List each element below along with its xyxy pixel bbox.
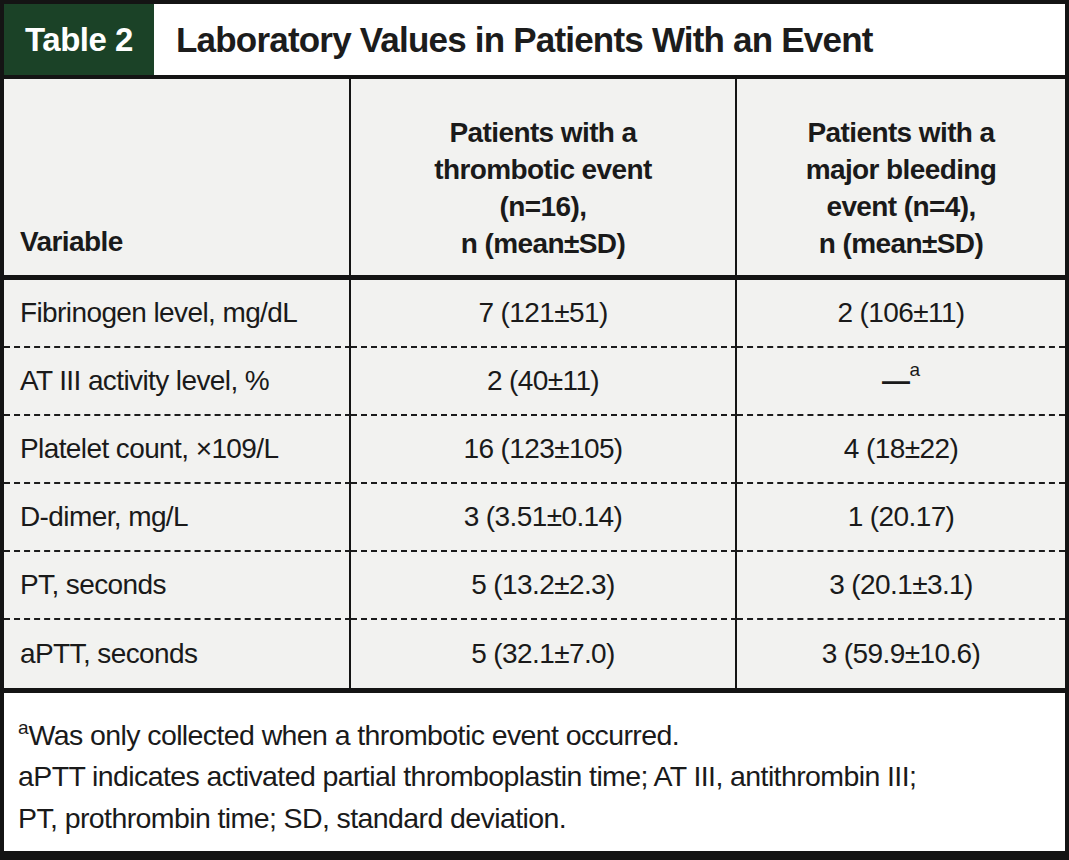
column-header-thrombotic-event: Patients with a thrombotic event (n=16),…: [351, 79, 737, 275]
table-row-platelet-count: Platelet count, ×109/L 16 (123±105) 4 (1…: [4, 416, 1065, 484]
abbreviations-note: aPTT indicates activated partial thrombo…: [18, 756, 1047, 839]
cell-thrombotic-value: 3 (3.51±0.14): [351, 484, 737, 552]
table-title: Laboratory Values in Patients With an Ev…: [154, 4, 1065, 75]
table-row-pt: PT, seconds 5 (13.2±2.3) 3 (20.1±3.1): [4, 552, 1065, 620]
lab-values-table: Variable Patients with a thrombotic even…: [4, 75, 1065, 693]
cell-thrombotic-value: 2 (40±11): [351, 348, 737, 416]
cell-thrombotic-value: 5 (32.1±7.0): [351, 620, 737, 688]
cell-thrombotic-value: 16 (123±105): [351, 416, 737, 484]
footnotes-block: aWas only collected when a thrombotic ev…: [4, 693, 1065, 851]
cell-bleeding-value: 4 (18±22): [737, 416, 1065, 484]
column-header-variable: Variable: [4, 79, 351, 275]
table-number-badge: Table 2: [4, 4, 154, 75]
table-title-text: Laboratory Values in Patients With an Ev…: [176, 20, 873, 60]
cell-bleeding-value: 1 (20.17): [737, 484, 1065, 552]
column-header-major-bleeding-event: Patients with a major bleeding event (n=…: [737, 79, 1065, 275]
cell-variable: aPTT, seconds: [4, 620, 351, 688]
footnote-a-marker: a: [18, 717, 29, 738]
table-row-d-dimer: D-dimer, mg/L 3 (3.51±0.14) 1 (20.17): [4, 484, 1065, 552]
cell-bleeding-value: 2 (106±11): [737, 280, 1065, 348]
table-row-at-iii-activity: AT III activity level, % 2 (40±11) —a: [4, 348, 1065, 416]
footnote-a-marker: a: [909, 359, 920, 381]
cell-variable: D-dimer, mg/L: [4, 484, 351, 552]
table-row-fibrinogen: Fibrinogen level, mg/dL 7 (121±51) 2 (10…: [4, 280, 1065, 348]
footnote-a-text: Was only collected when a thrombotic eve…: [29, 719, 680, 751]
title-strip: Table 2 Laboratory Values in Patients Wi…: [4, 4, 1065, 75]
cell-variable: PT, seconds: [4, 552, 351, 620]
table-header-row: Variable Patients with a thrombotic even…: [4, 79, 1065, 280]
table-number-label: Table 2: [25, 21, 133, 59]
cell-variable: Platelet count, ×109/L: [4, 416, 351, 484]
table-row-aptt: aPTT, seconds 5 (32.1±7.0) 3 (59.9±10.6): [4, 620, 1065, 688]
cell-variable: AT III activity level, %: [4, 348, 351, 416]
cell-bleeding-value: —a: [737, 348, 1065, 416]
cell-thrombotic-value: 5 (13.2±2.3): [351, 552, 737, 620]
cell-thrombotic-value: 7 (121±51): [351, 280, 737, 348]
cell-variable: Fibrinogen level, mg/dL: [4, 280, 351, 348]
em-dash-no-data: —: [882, 365, 909, 397]
cell-bleeding-value: 3 (59.9±10.6): [737, 620, 1065, 688]
cell-bleeding-value: 3 (20.1±3.1): [737, 552, 1065, 620]
table-figure: Table 2 Laboratory Values in Patients Wi…: [0, 0, 1069, 860]
footnote-a: aWas only collected when a thrombotic ev…: [18, 715, 1047, 756]
